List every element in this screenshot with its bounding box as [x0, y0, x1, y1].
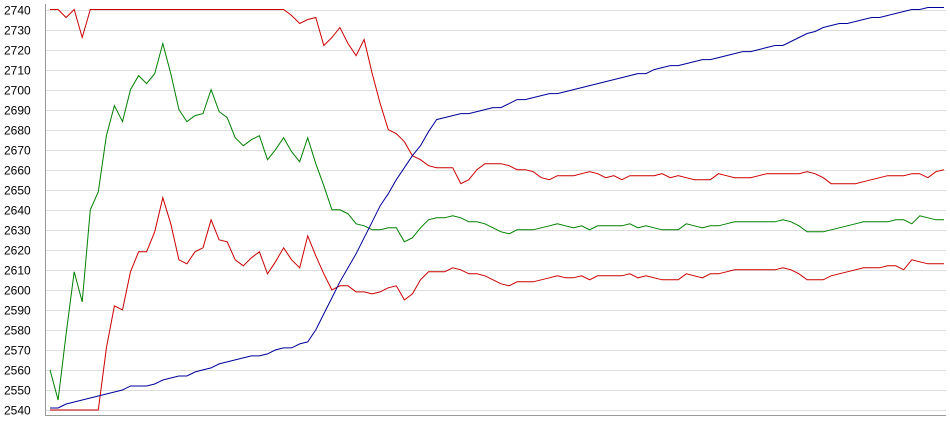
- y-tick-label: 2670: [4, 144, 31, 158]
- series-line-3: [50, 195, 944, 411]
- y-tick-label: 2710: [4, 64, 31, 78]
- y-tick-label: 2640: [4, 204, 31, 218]
- y-tick-label: 2650: [4, 184, 31, 198]
- y-tick-label: 2690: [4, 104, 31, 118]
- y-tick-label: 2680: [4, 124, 31, 138]
- y-tick-label: 2740: [4, 4, 31, 18]
- y-tick-label: 2660: [4, 164, 31, 178]
- series-lines: [49, 7, 945, 411]
- y-tick-label: 2620: [4, 244, 31, 258]
- y-tick-label: 2570: [4, 344, 31, 358]
- y-tick-label: 2550: [4, 384, 31, 398]
- y-tick-label: 2590: [4, 304, 31, 318]
- y-tick-label: 2600: [4, 284, 31, 298]
- y-tick-label: 2720: [4, 44, 31, 58]
- y-tick-label: 2700: [4, 84, 31, 98]
- y-tick-label: 2730: [4, 24, 31, 38]
- y-tick-label: 2560: [4, 364, 31, 378]
- y-tick-label: 2540: [4, 404, 31, 418]
- y-tick-label: 2580: [4, 324, 31, 338]
- series-line-4: [50, 7, 944, 409]
- y-tick-label: 2610: [4, 264, 31, 278]
- gridlines: [46, 10, 946, 411]
- series-line-2: [49, 41, 944, 401]
- y-axis-ticks: 2540 2550 2560 2570 2580 2590 2600 2610 2620 2630…: [4, 4, 31, 418]
- series-line-1: [50, 8, 945, 185]
- y-tick-label: 2630: [4, 224, 31, 238]
